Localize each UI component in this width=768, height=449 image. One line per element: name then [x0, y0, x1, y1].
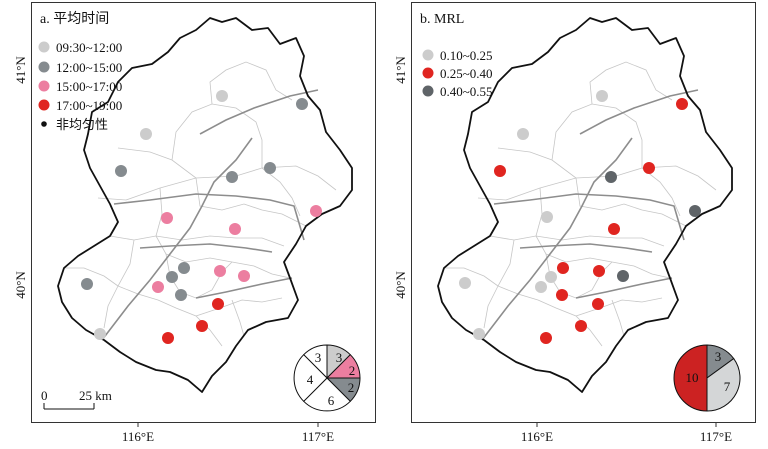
station-marker	[676, 98, 688, 110]
legend-swatch-1200-1500	[38, 61, 50, 73]
legend-label-010-025: 0.10~0.25	[440, 48, 493, 63]
station-marker	[592, 298, 604, 310]
legend-label-1500-1700: 15:00~17:00	[56, 79, 122, 94]
pie-chart-a: 3 3 2 2 6 4	[293, 344, 361, 412]
station-marker	[238, 270, 250, 282]
pie-slice-bottom	[302, 377, 352, 412]
station-marker	[94, 328, 106, 340]
panel-a: 41°N 40°N 116°E 117°E a. 平均时间 09:30~12:0…	[13, 2, 376, 444]
lat-label-40n-b: 40°N	[393, 271, 408, 299]
legend-label-1700-1900: 17:00~19:00	[56, 98, 122, 113]
station-marker	[212, 298, 224, 310]
legend-label-025-040: 0.25~0.40	[440, 66, 493, 81]
scale-bar: 0 25 km	[41, 388, 112, 410]
legend-swatch-040-055	[422, 85, 434, 97]
lat-label-41n-a: 41°N	[13, 56, 28, 84]
station-marker	[162, 332, 174, 344]
pie-chart-b: 3 7 10	[673, 344, 741, 412]
scale-bar-zero: 0	[41, 388, 48, 403]
scale-bar-label: 25 km	[79, 388, 112, 403]
panel-b: 41°N 40°N 116°E 117°E b. MRL 0.10~0.25 0…	[393, 2, 756, 444]
station-marker	[81, 278, 93, 290]
station-marker	[575, 320, 587, 332]
station-marker	[689, 205, 701, 217]
station-marker	[535, 281, 547, 293]
station-marker	[556, 289, 568, 301]
station-marker	[643, 162, 655, 174]
station-marker	[473, 328, 485, 340]
station-marker	[152, 281, 164, 293]
station-marker	[459, 277, 471, 289]
pie-slice-left	[293, 353, 328, 403]
legend-swatch-025-040	[422, 67, 434, 79]
pie-value: 6	[328, 393, 335, 408]
legend-label-1200-1500: 12:00~15:00	[56, 60, 122, 75]
pie-value: 2	[349, 363, 356, 378]
station-markers-b	[459, 90, 701, 344]
station-marker	[296, 98, 308, 110]
pie-value: 3	[336, 350, 343, 365]
station-marker	[264, 162, 276, 174]
station-marker	[226, 171, 238, 183]
lon-label-117e-b: 117°E	[700, 429, 732, 444]
station-marker	[593, 265, 605, 277]
station-marker	[608, 223, 620, 235]
station-marker	[216, 90, 228, 102]
legend-a: 09:30~12:00 12:00~15:00 15:00~17:00 17:0…	[38, 40, 122, 132]
station-marker	[545, 271, 557, 283]
station-markers-a	[81, 90, 322, 344]
station-marker	[214, 265, 226, 277]
legend-swatch-1500-1700	[38, 80, 50, 92]
station-marker	[178, 262, 190, 274]
station-marker	[229, 223, 241, 235]
station-marker	[310, 205, 322, 217]
legend-swatch-010-025	[422, 49, 434, 61]
station-marker	[540, 332, 552, 344]
panel-title-a: a. 平均时间	[40, 11, 109, 27]
lat-label-41n-b: 41°N	[393, 56, 408, 84]
station-marker	[557, 262, 569, 274]
pie-slice-light	[706, 357, 741, 412]
station-marker	[140, 128, 152, 140]
station-marker	[541, 211, 553, 223]
legend-label-0930-1200: 09:30~12:00	[56, 40, 122, 55]
station-marker	[196, 320, 208, 332]
legend-swatch-1700-1900	[38, 99, 50, 111]
pie-value: 3	[315, 350, 322, 365]
pie-value: 3	[715, 349, 722, 364]
station-marker	[605, 171, 617, 183]
station-marker	[115, 165, 127, 177]
lat-label-40n-a: 40°N	[13, 271, 28, 299]
lon-label-117e-a: 117°E	[302, 429, 334, 444]
station-marker	[166, 271, 178, 283]
station-marker	[617, 270, 629, 282]
legend-swatch-non-uniform	[41, 121, 47, 127]
lon-label-116e-b: 116°E	[521, 429, 553, 444]
lon-label-116e-a: 116°E	[122, 429, 154, 444]
pie-value: 10	[686, 370, 699, 385]
legend-swatch-0930-1200	[38, 41, 50, 53]
station-marker	[161, 212, 173, 224]
station-marker	[596, 90, 608, 102]
station-marker	[175, 289, 187, 301]
station-marker	[494, 165, 506, 177]
station-marker	[517, 128, 529, 140]
panel-title-b: b. MRL	[420, 12, 464, 27]
legend-label-040-055: 0.40~0.55	[440, 84, 493, 99]
pie-value: 2	[348, 380, 355, 395]
pie-value: 4	[307, 372, 314, 387]
legend-label-non-uniform: 非均匀性	[56, 117, 108, 132]
pie-slice-red	[673, 344, 708, 412]
pie-value: 7	[724, 379, 731, 394]
legend-b: 0.10~0.25 0.25~0.40 0.40~0.55	[422, 48, 493, 99]
